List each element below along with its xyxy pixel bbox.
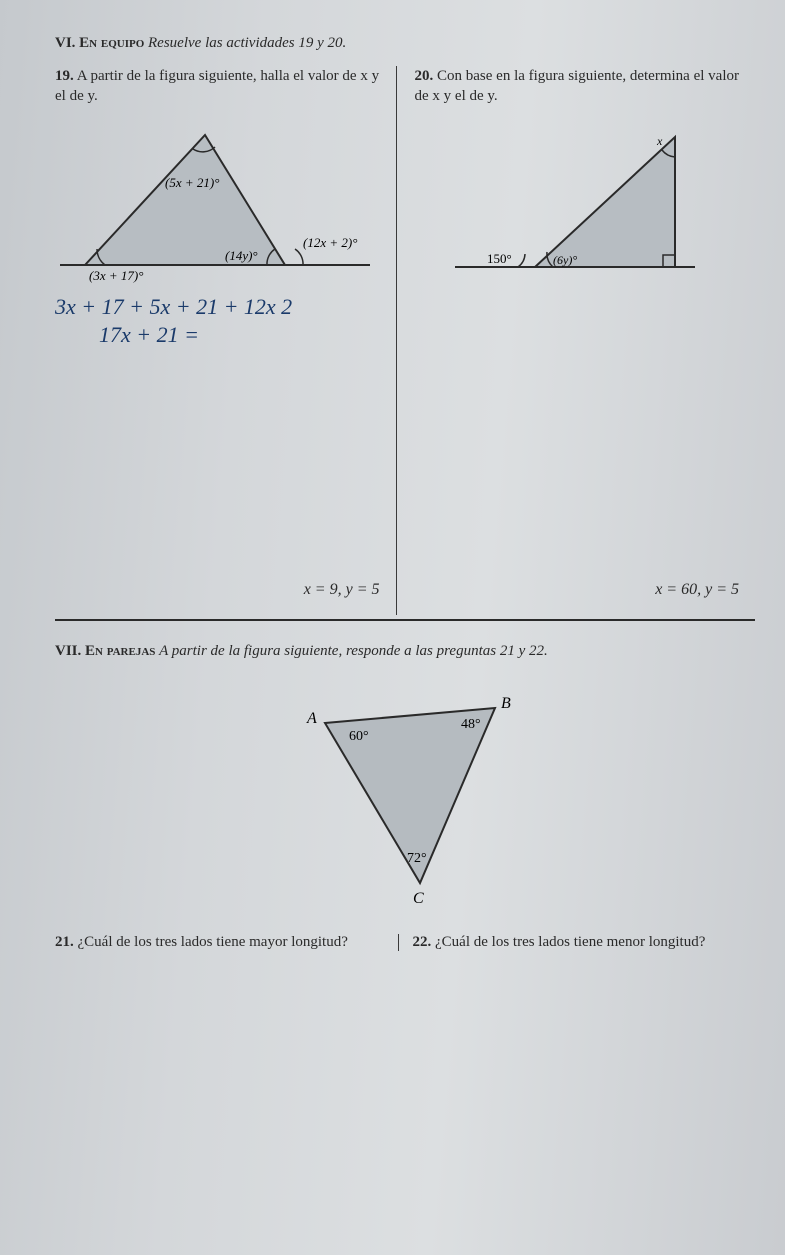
q19-hand-line2: 17x + 21 = <box>55 321 386 350</box>
section6-label: En equipo <box>79 35 144 51</box>
q20-figure: 150° (6y)° x <box>415 117 715 297</box>
q19-figure: (3x + 17)° (5x + 21)° (14y)° (12x + 2)° <box>55 117 375 287</box>
q20-triangle <box>535 137 675 267</box>
section7-header: VII. En parejas A partir de la figura si… <box>55 643 755 660</box>
q19-triangle <box>85 135 285 265</box>
q19-number: 19. <box>55 68 74 84</box>
section7-label: En parejas <box>85 643 155 659</box>
fig7-angleB: 48° <box>461 717 481 732</box>
q19-text: A partir de la figura siguiente, halla e… <box>55 68 379 104</box>
section6-instruction: Resuelve las actividades 19 y 20. <box>148 35 346 51</box>
q20-number: 20. <box>415 68 434 84</box>
q19-right-ext: (12x + 2)° <box>303 235 357 250</box>
q19-handwriting: 3x + 17 + 5x + 21 + 12x 2 17x + 21 = <box>55 293 386 350</box>
q20-answer: x = 60, y = 5 <box>415 577 746 605</box>
q21: 21. ¿Cuál de los tres lados tiene mayor … <box>55 934 398 951</box>
q20-top: x <box>656 134 663 148</box>
q22-number: 22. <box>413 934 432 950</box>
q20-body: 150° (6y)° x <box>415 117 746 577</box>
q20-exterior: 150° <box>487 251 512 266</box>
q20-column: 20. Con base en la figura siguiente, det… <box>396 66 756 615</box>
q19-prompt: 19. A partir de la figura siguiente, hal… <box>55 66 386 107</box>
q21-number: 21. <box>55 934 74 950</box>
fig7-A: A <box>306 710 317 727</box>
q22-text: ¿Cuál de los tres lados tiene menor long… <box>435 934 705 950</box>
fig7-wrap: A B C 60° 48° 72° <box>55 678 755 908</box>
section7-roman: VII. <box>55 643 81 659</box>
section6-header: VI. En equipo Resuelve las actividades 1… <box>55 35 755 52</box>
fig7-B: B <box>501 695 511 712</box>
q19-left-angle: (3x + 17)° <box>89 268 143 283</box>
fig7-C: C <box>413 890 424 907</box>
q19-column: 19. A partir de la figura siguiente, hal… <box>55 66 396 615</box>
section6-roman: VI. <box>55 35 75 51</box>
page: VI. En equipo Resuelve las actividades 1… <box>0 0 785 1255</box>
q19-top-angle: (5x + 21)° <box>165 175 219 190</box>
fig7-angleA: 60° <box>349 729 369 744</box>
row-19-20: 19. A partir de la figura siguiente, hal… <box>55 66 755 615</box>
q19-body: (3x + 17)° (5x + 21)° (14y)° (12x + 2)° … <box>55 117 386 577</box>
q19-hand-line1: 3x + 17 + 5x + 21 + 12x 2 <box>55 293 386 322</box>
q20-prompt: 20. Con base en la figura siguiente, det… <box>415 66 746 107</box>
row-21-22: 21. ¿Cuál de los tres lados tiene mayor … <box>55 934 755 951</box>
fig7-angleC: 72° <box>407 851 427 866</box>
q19-answer: x = 9, y = 5 <box>55 577 386 605</box>
divider <box>55 619 755 621</box>
q21-text: ¿Cuál de los tres lados tiene mayor long… <box>78 934 348 950</box>
q20-text: Con base en la figura siguiente, determi… <box>415 68 739 104</box>
section7-instruction: A partir de la figura siguiente, respond… <box>159 643 548 659</box>
q22: 22. ¿Cuál de los tres lados tiene menor … <box>398 934 756 951</box>
q20-interior: (6y)° <box>553 253 577 267</box>
fig7: A B C 60° 48° 72° <box>255 678 555 908</box>
q19-right-inner: (14y)° <box>225 248 258 263</box>
